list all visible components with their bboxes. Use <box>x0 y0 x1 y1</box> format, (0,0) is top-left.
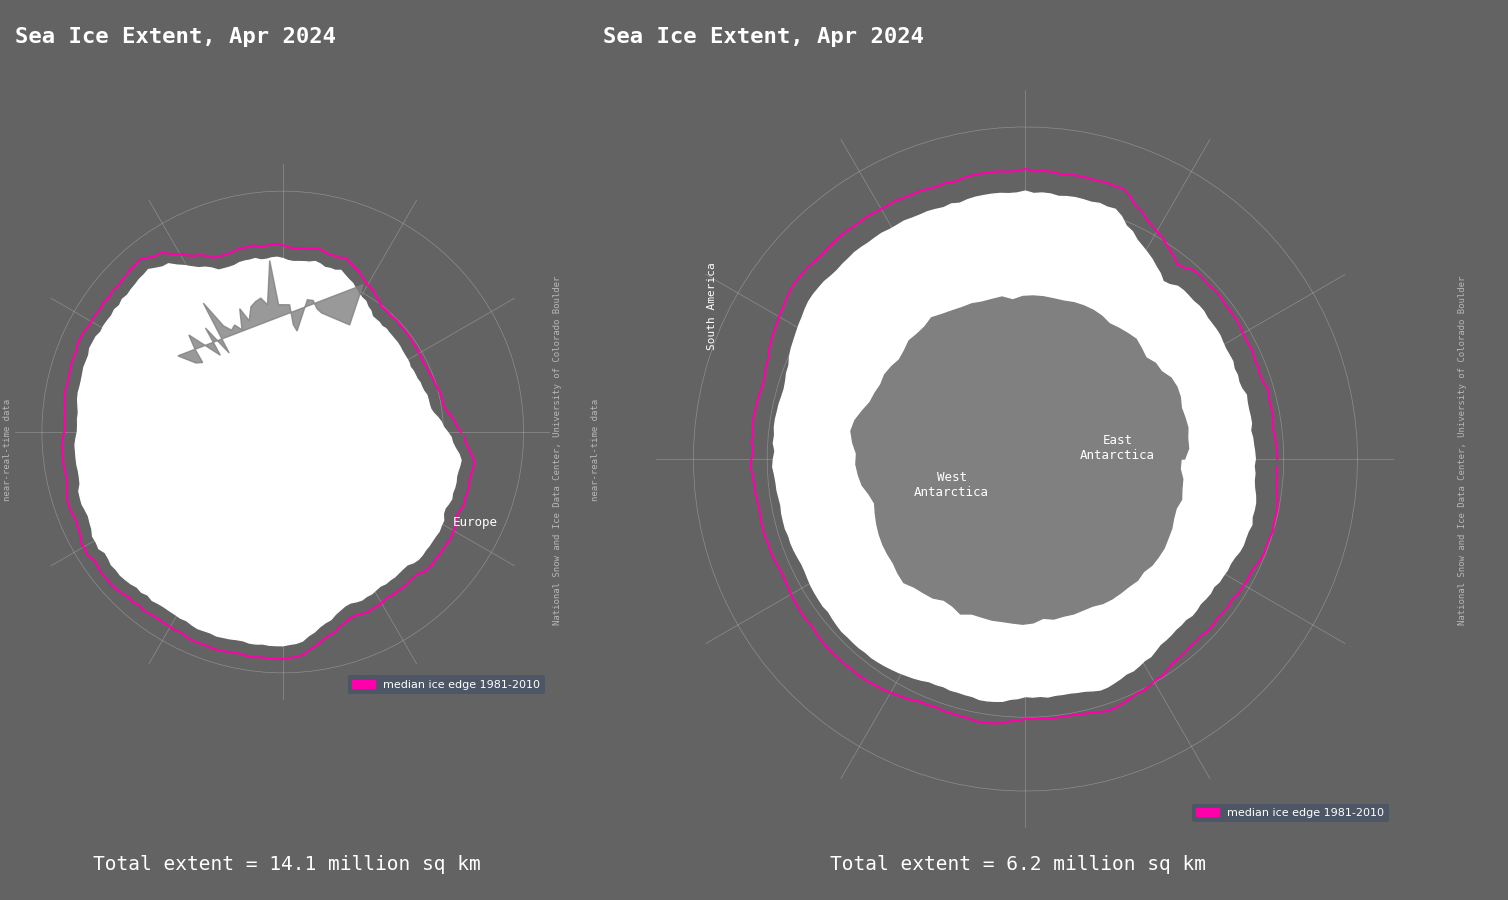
Text: Total extent = 14.1 million sq km: Total extent = 14.1 million sq km <box>92 855 481 874</box>
Text: Total extent = 6.2 million sq km: Total extent = 6.2 million sq km <box>829 855 1206 874</box>
Text: West
Antarctica: West Antarctica <box>914 471 989 499</box>
Text: Canada: Canada <box>100 502 145 516</box>
Text: South America: South America <box>707 263 716 350</box>
Legend: median ice edge 1981-2010: median ice edge 1981-2010 <box>348 675 544 694</box>
Text: Sea Ice Extent, Apr 2024: Sea Ice Extent, Apr 2024 <box>15 27 336 47</box>
Text: Alaska: Alaska <box>95 382 139 395</box>
Text: Europe: Europe <box>452 516 498 528</box>
Text: Sea Ice Extent, Apr 2024: Sea Ice Extent, Apr 2024 <box>603 27 924 47</box>
Polygon shape <box>75 257 461 645</box>
Polygon shape <box>772 191 1256 701</box>
Polygon shape <box>178 260 363 363</box>
Text: East
Antarctica: East Antarctica <box>1080 434 1155 462</box>
Text: near-real-time data: near-real-time data <box>591 399 600 501</box>
Text: Russia: Russia <box>380 395 425 409</box>
Legend: median ice edge 1981-2010: median ice edge 1981-2010 <box>1191 804 1389 823</box>
Text: Greenland: Greenland <box>290 475 357 489</box>
Text: National Snow and Ice Data Center, University of Colorado Boulder: National Snow and Ice Data Center, Unive… <box>1458 275 1467 625</box>
Polygon shape <box>851 296 1188 625</box>
Text: National Snow and Ice Data Center, University of Colorado Boulder: National Snow and Ice Data Center, Unive… <box>553 275 562 625</box>
Text: near-real-time data: near-real-time data <box>3 399 12 501</box>
